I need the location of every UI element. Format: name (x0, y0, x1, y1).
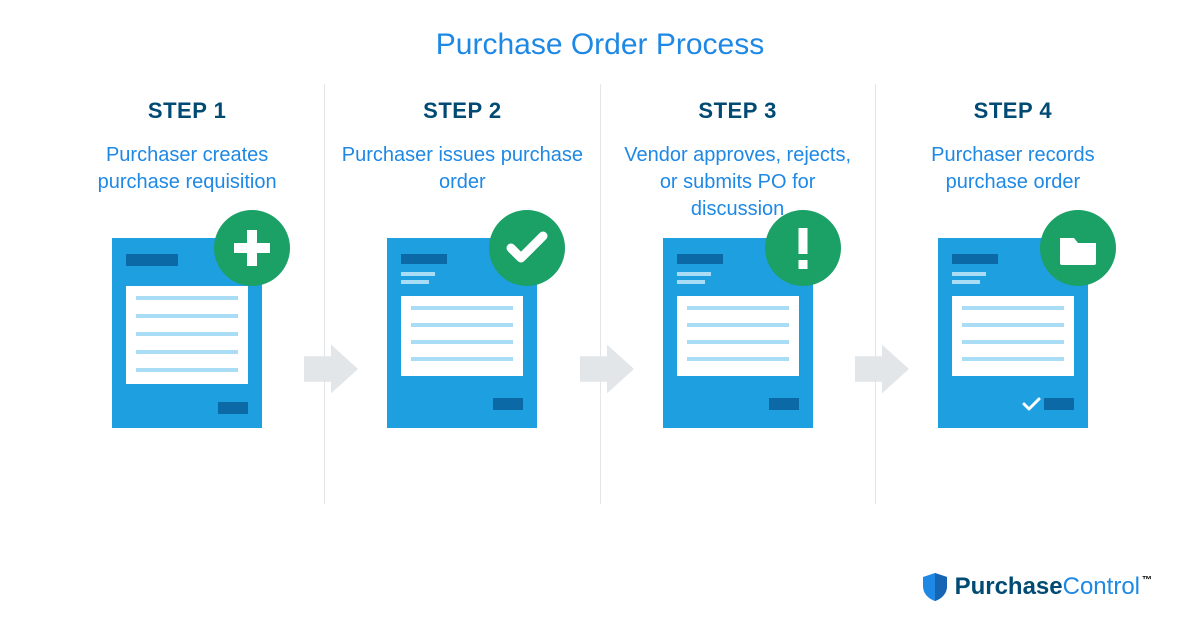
logo-part1: Purchase (955, 573, 1063, 600)
step-label: STEP 2 (423, 98, 501, 124)
step-label: STEP 4 (974, 98, 1052, 124)
process-step: STEP 1Purchaser creates purchase requisi… (50, 80, 324, 504)
process-step: STEP 4Purchaser records purchase order (876, 80, 1150, 504)
plus-icon (214, 210, 290, 286)
page-title: Purchase Order Process (0, 0, 1200, 80)
logo-text: PurchaseControl™ (955, 573, 1150, 601)
process-step: STEP 2Purchaser issues purchase order (325, 80, 599, 504)
exclaim-icon (765, 210, 841, 286)
folder-icon (1040, 210, 1116, 286)
logo-part2: Control (1063, 573, 1140, 600)
process-step: STEP 3Vendor approves, rejects, or submi… (601, 80, 875, 504)
steps-row: STEP 1Purchaser creates purchase requisi… (0, 80, 1200, 504)
logo-tm: ™ (1142, 575, 1152, 586)
step-label: STEP 3 (698, 98, 776, 124)
check-icon (489, 210, 565, 286)
step-label: STEP 1 (148, 98, 226, 124)
brand-logo: PurchaseControl™ (921, 572, 1150, 602)
step-graphic (663, 238, 813, 428)
shield-icon (921, 572, 949, 602)
step-graphic (112, 238, 262, 428)
step-graphic (938, 238, 1088, 428)
step-graphic (387, 238, 537, 428)
